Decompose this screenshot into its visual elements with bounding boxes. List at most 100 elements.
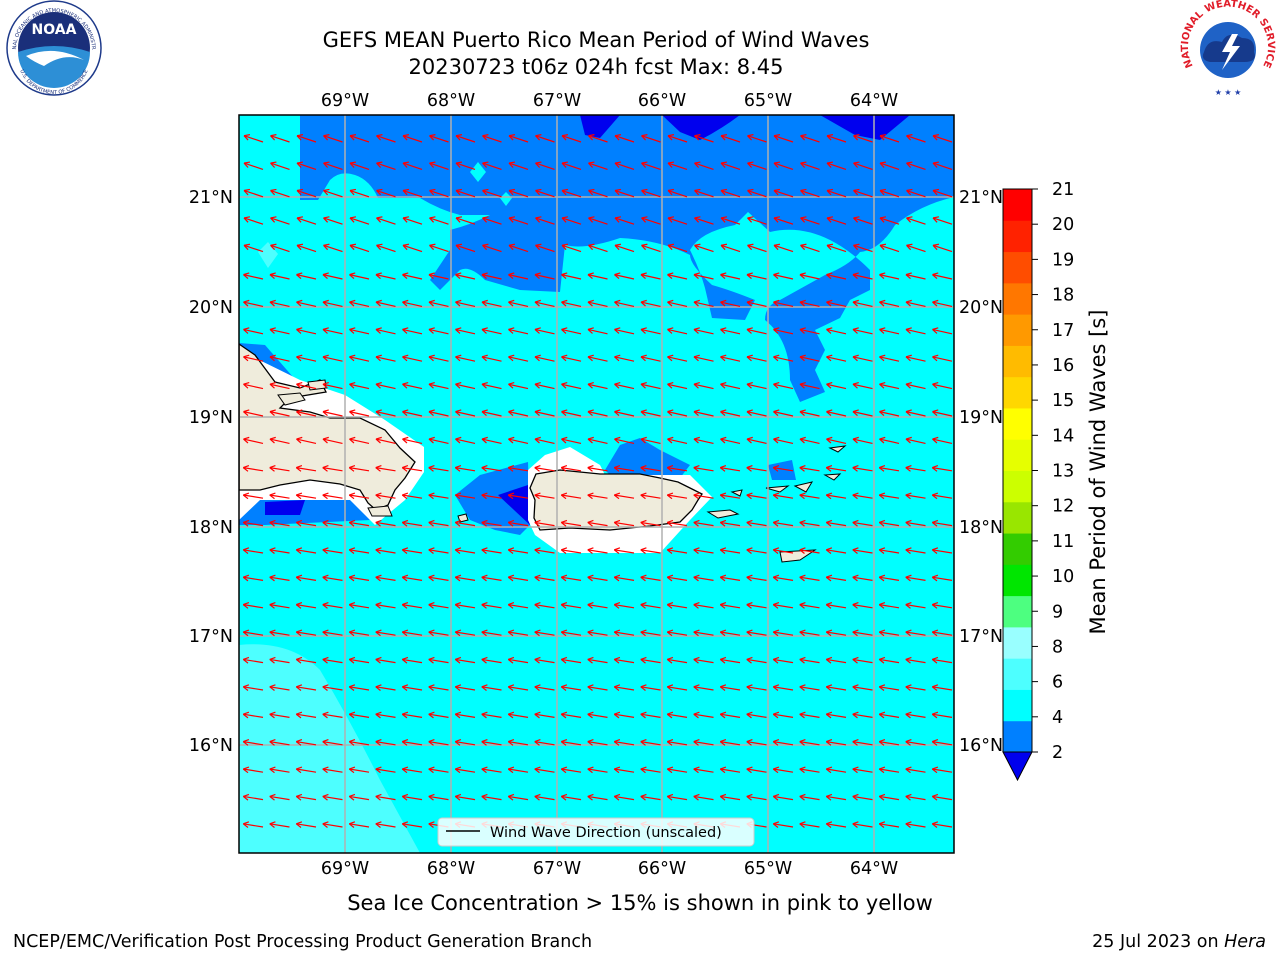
direction-arrow (269, 604, 290, 609)
direction-arrow (852, 301, 873, 307)
direction-arrow (640, 768, 661, 773)
direction-arrow-head (242, 602, 250, 609)
direction-arrow-head (852, 766, 859, 774)
direction-arrow (799, 604, 820, 609)
direction-arrow-head (242, 739, 250, 746)
direction-arrow-head (560, 739, 568, 746)
direction-arrow-head (852, 492, 859, 500)
direction-arrow (402, 795, 423, 801)
direction-arrow-head (905, 492, 912, 500)
direction-arrow-head (534, 711, 541, 719)
direction-arrow (402, 438, 423, 444)
direction-arrow (322, 795, 343, 801)
direction-arrow (428, 438, 449, 444)
direction-arrow (269, 328, 290, 335)
direction-arrow-head (640, 409, 647, 417)
direction-arrow (746, 301, 767, 307)
direction-arrow (879, 217, 900, 225)
direction-arrow (799, 658, 820, 664)
direction-arrow (322, 494, 343, 499)
direction-arrow-head (852, 821, 859, 828)
direction-arrow-head (269, 272, 276, 280)
direction-arrow-head (719, 547, 727, 554)
direction-arrow-head (534, 299, 541, 307)
direction-arrow (932, 741, 953, 746)
direction-arrow-head (905, 684, 912, 691)
direction-arrow-head (535, 161, 542, 168)
direction-arrow-head (322, 821, 329, 828)
direction-arrow (561, 494, 582, 499)
direction-arrow (561, 686, 582, 691)
direction-arrow-head (905, 299, 912, 307)
direction-arrow-head (613, 492, 621, 500)
direction-arrow-head (852, 711, 859, 719)
direction-arrow-head (613, 629, 621, 637)
direction-arrow (799, 328, 820, 335)
direction-arrow-head (746, 409, 753, 417)
direction-arrow (402, 549, 423, 554)
direction-arrow-head (825, 821, 833, 828)
direction-arrow-head (507, 519, 515, 527)
direction-arrow-head (560, 465, 568, 472)
lat-label-right: 21°N (959, 188, 1003, 208)
direction-arrow (640, 301, 661, 307)
direction-arrow-head (376, 243, 383, 251)
direction-arrow-head (481, 519, 488, 527)
direction-arrow-head (507, 793, 515, 801)
direction-arrow (641, 189, 661, 198)
direction-arrow (720, 741, 741, 746)
direction-arrow (455, 438, 476, 444)
direction-arrow-head (905, 327, 912, 334)
direction-arrow-head (932, 409, 939, 417)
direction-arrow (640, 494, 661, 499)
direction-arrow (747, 135, 767, 143)
direction-arrow (747, 244, 767, 253)
direction-arrow-head (534, 465, 541, 472)
direction-arrow-head (455, 188, 463, 196)
direction-arrow (402, 411, 423, 417)
direction-arrow-head (720, 243, 728, 251)
direction-arrow-head (879, 409, 886, 417)
direction-arrow-head (773, 161, 781, 168)
direction-arrow-head (507, 547, 515, 554)
direction-arrow-head (482, 188, 489, 196)
direction-arrow (481, 741, 502, 746)
direction-arrow (270, 135, 290, 143)
direction-arrow-head (560, 656, 568, 664)
direction-arrow (269, 438, 290, 444)
direction-arrow (879, 823, 900, 828)
direction-arrow (296, 244, 317, 253)
direction-arrow-head (348, 766, 356, 774)
puerto-rico-land (529, 469, 703, 531)
direction-arrow (455, 713, 476, 718)
direction-arrow-head (878, 821, 886, 828)
direction-arrow (693, 328, 714, 335)
direction-arrow (799, 467, 820, 472)
direction-arrow (746, 467, 767, 472)
direction-arrow-head (534, 602, 541, 609)
direction-arrow (614, 162, 635, 170)
direction-arrow-head (931, 766, 939, 774)
direction-arrow-head (747, 134, 754, 141)
direction-arrow-head (507, 574, 515, 582)
direction-arrow (667, 521, 688, 527)
direction-arrow-head (720, 354, 727, 362)
direction-arrow-head (800, 134, 807, 141)
direction-arrow-head (508, 134, 516, 141)
direction-arrow-head (693, 327, 700, 334)
direction-arrow (640, 686, 661, 691)
direction-arrow-head (720, 216, 728, 223)
direction-arrow (587, 549, 608, 554)
direction-arrow (561, 135, 582, 143)
direction-arrow (561, 713, 582, 718)
direction-arrow (349, 604, 370, 609)
direction-arrow (667, 135, 688, 143)
direction-arrow-head (826, 327, 833, 334)
direction-arrow (667, 713, 688, 718)
direction-arrow (667, 411, 688, 417)
direction-arrow (800, 244, 820, 253)
direction-arrow-head (508, 299, 515, 307)
direction-arrow-head (481, 299, 488, 307)
direction-arrow (402, 356, 423, 362)
direction-arrow (826, 768, 847, 773)
